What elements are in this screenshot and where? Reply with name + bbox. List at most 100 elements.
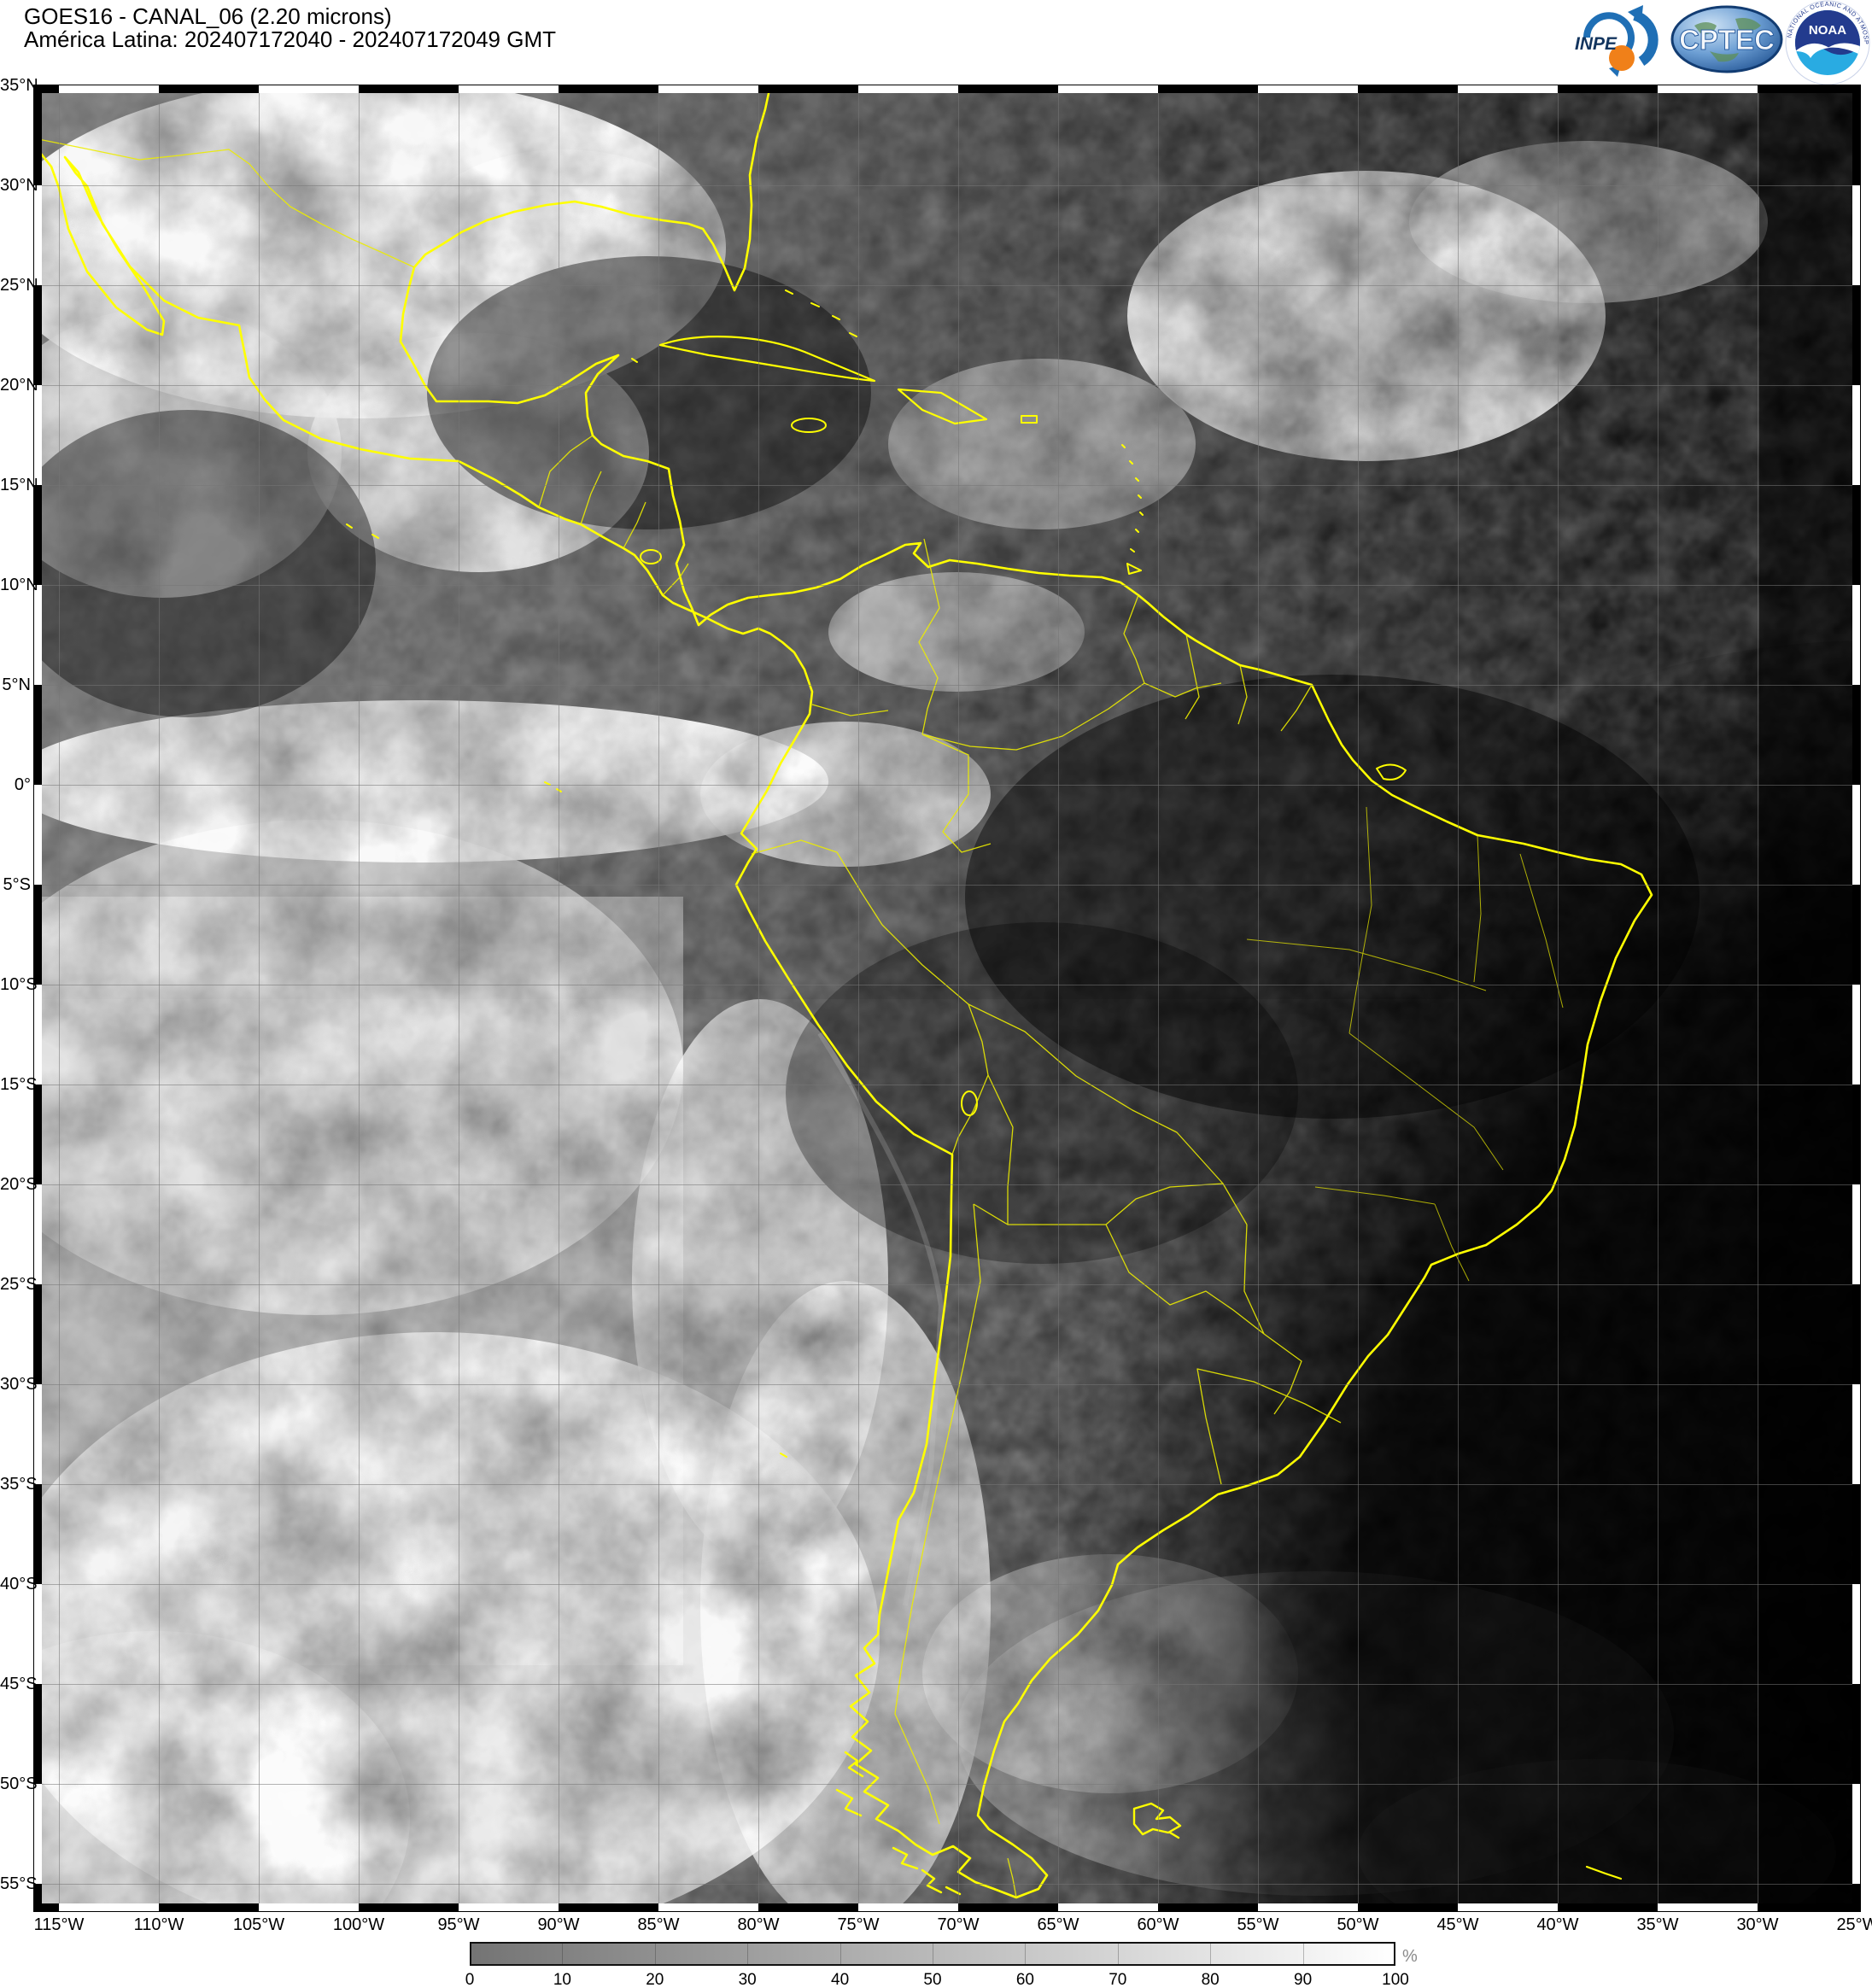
longitude-tick-label: 110°W xyxy=(133,1915,184,1934)
colorbar-tick-label: 80 xyxy=(1201,1971,1220,1988)
latitude-tick-label: 5°N xyxy=(2,675,31,694)
meridian-gridline xyxy=(359,85,360,1911)
south-georgia-coastline xyxy=(1585,1865,1623,1880)
colorbar-tick-label: 0 xyxy=(465,1971,475,1988)
latitude-tick-label: 20°N xyxy=(0,376,38,395)
longitude-tick-label: 95°W xyxy=(437,1915,480,1934)
latitude-tick-label: 30°S xyxy=(0,1375,38,1394)
meridian-gridline xyxy=(59,85,60,1911)
product-datetime: América Latina: 202407172040 - 202407172… xyxy=(24,26,556,52)
colorbar-tick-label: 30 xyxy=(738,1971,757,1988)
border-layer xyxy=(34,137,1564,1898)
map-frame-bottom xyxy=(34,1903,1860,1911)
colorbar-tick-label: 10 xyxy=(553,1971,571,1988)
latitude-tick-label: 35°S xyxy=(0,1475,38,1494)
latitude-tick-label: 55°S xyxy=(0,1874,38,1893)
latitude-tick-label: 15°S xyxy=(0,1075,38,1094)
parallel-gridline xyxy=(34,885,1860,886)
satellite-map xyxy=(34,85,1860,1911)
latitude-tick-label: 30°N xyxy=(0,176,38,195)
inpe-arrowhead2-icon xyxy=(1628,5,1643,22)
longitude-tick-label: 40°W xyxy=(1536,1915,1579,1934)
coastline-layer xyxy=(34,85,1653,1899)
meridian-gridline xyxy=(1158,85,1159,1911)
noaa-emblem-icon xyxy=(1795,10,1860,75)
longitude-tick-label: 30°W xyxy=(1736,1915,1779,1934)
parallel-gridline xyxy=(34,1184,1860,1185)
latitude-tick-label: 45°S xyxy=(0,1675,38,1693)
puerto-rico-coastline xyxy=(1021,415,1038,424)
parallel-gridline xyxy=(34,1884,1860,1885)
dark-regions xyxy=(34,85,1860,1911)
colorbar-tick xyxy=(747,1944,749,1964)
meridian-gridline xyxy=(958,85,959,1911)
cptec-logo-text: CPTEC xyxy=(1679,24,1775,56)
colorbar-tick-label: 100 xyxy=(1382,1971,1409,1988)
latitude-tick-label: 35°N xyxy=(0,76,38,95)
latitude-tick-label: 10°S xyxy=(0,975,38,994)
parallel-gridline xyxy=(34,1784,1860,1785)
longitude-tick-label: 65°W xyxy=(1037,1915,1079,1934)
longitude-tick-label: 115°W xyxy=(33,1915,85,1934)
parallel-gridline xyxy=(34,1384,1860,1385)
parallel-gridline xyxy=(34,785,1860,786)
latitude-tick-label: 0° xyxy=(14,775,31,794)
andes-ridge xyxy=(817,1032,945,1606)
latitude-tick-label: 5°S xyxy=(3,875,31,894)
falklands-coastline xyxy=(1132,1802,1182,1839)
parallel-gridline xyxy=(34,1684,1860,1685)
hispaniola-coastline xyxy=(897,388,988,425)
parallel-gridline xyxy=(34,385,1860,386)
reflectance-colorbar xyxy=(470,1942,1395,1966)
central-america-borders xyxy=(538,435,689,596)
us-mexico-border xyxy=(34,137,415,268)
parallel-gridline xyxy=(34,1584,1860,1585)
inpe-logo-text: INPE xyxy=(1575,34,1618,54)
map-frame-left xyxy=(34,85,42,1911)
colorbar-tick-label: 50 xyxy=(923,1971,942,1988)
colorbar-unit: % xyxy=(1402,1947,1418,1966)
colorbar-tick xyxy=(839,1944,841,1964)
latitude-tick-label: 15°N xyxy=(0,476,38,494)
colorbar-tick xyxy=(562,1944,564,1964)
colorbar-tick xyxy=(1117,1944,1119,1964)
meridian-gridline xyxy=(858,85,859,1911)
longitude-tick-label: 60°W xyxy=(1137,1915,1179,1934)
meridian-gridline xyxy=(1058,85,1059,1911)
parallel-gridline xyxy=(34,1484,1860,1485)
noaa-logo-text: NOAA xyxy=(1809,23,1846,38)
parallel-gridline xyxy=(34,285,1860,286)
colorbar-tick-label: 60 xyxy=(1015,1971,1034,1988)
latitude-tick-label: 25°S xyxy=(0,1275,38,1294)
lesser-antilles xyxy=(1121,444,1144,575)
meridian-gridline xyxy=(259,85,260,1911)
meridian-gridline xyxy=(1358,85,1359,1911)
cptec-logo: CPTEC xyxy=(1670,5,1783,73)
cuba-coastline xyxy=(658,336,876,383)
colorbar-tick-label: 20 xyxy=(646,1971,664,1988)
parallel-gridline xyxy=(34,685,1860,686)
fjords-scribble xyxy=(835,1751,962,1896)
colorbar-tick xyxy=(654,1944,656,1964)
inpe-orange-dot xyxy=(1609,45,1635,71)
americas-coastline-path xyxy=(34,85,1653,1899)
meridian-gridline xyxy=(1458,85,1459,1911)
parallel-gridline xyxy=(34,185,1860,186)
pacific-islands xyxy=(346,523,787,1458)
colorbar-tick xyxy=(1302,1944,1304,1964)
latitude-tick-label: 25°N xyxy=(0,276,38,295)
meridian-gridline xyxy=(758,85,759,1911)
colorbar-tick-label: 90 xyxy=(1294,1971,1313,1988)
latitude-tick-label: 40°S xyxy=(0,1575,38,1593)
meridian-gridline xyxy=(159,85,160,1911)
title-block: GOES16 - CANAL_06 (2.20 microns) América… xyxy=(24,5,556,51)
longitude-tick-label: 25°W xyxy=(1836,1915,1872,1934)
inpe-logo: INPE xyxy=(1575,5,1658,77)
yucatan-islands xyxy=(631,358,638,363)
parallel-gridline xyxy=(34,585,1860,586)
meridian-gridline xyxy=(1558,85,1559,1911)
parallel-gridline xyxy=(34,485,1860,486)
brazil-state-borders xyxy=(1246,806,1564,1282)
cptec-continents-icon xyxy=(1694,18,1761,62)
